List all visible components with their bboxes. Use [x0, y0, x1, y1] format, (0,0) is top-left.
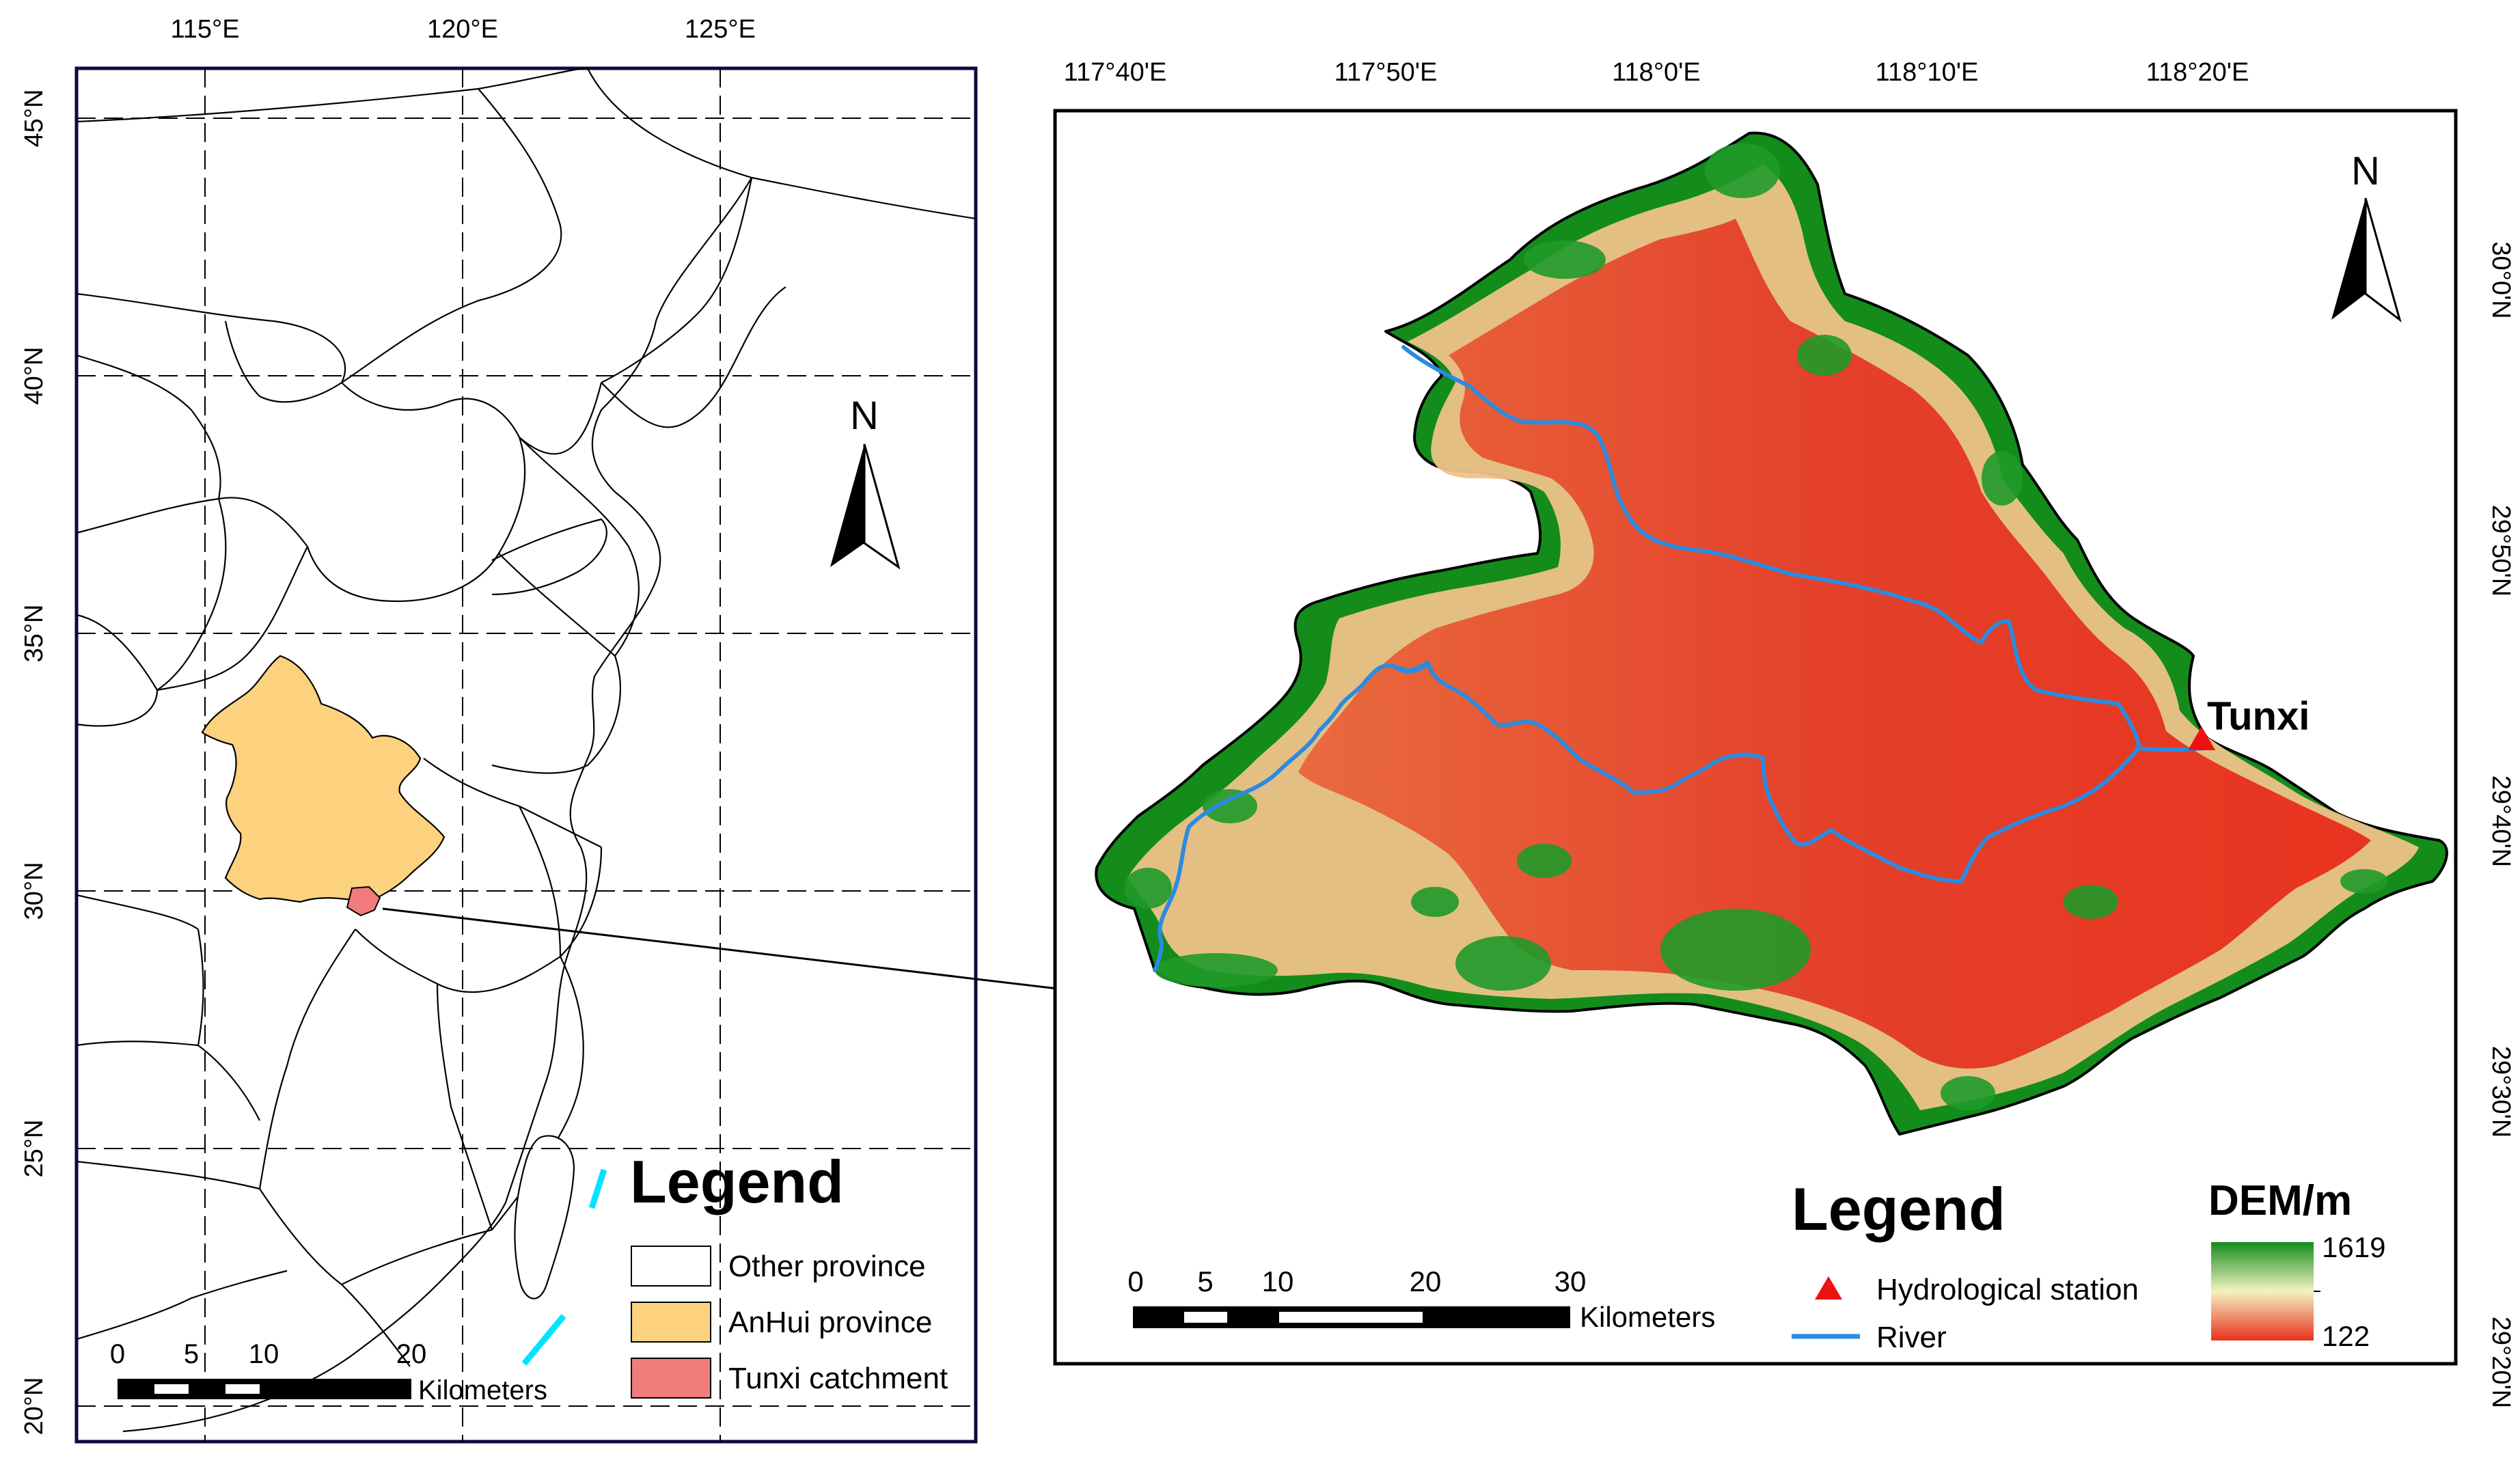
catchment-scale-tick: 10 [1262, 1265, 1294, 1297]
dem-min-label: 122 [2322, 1320, 2370, 1352]
catchment-lat-label: 29°30'N [2487, 1046, 2515, 1138]
catchment-scale-tick: 20 [1410, 1265, 1442, 1297]
catchment-scale-bar: 0 5 10 20 30 Kilometers [1127, 1265, 1715, 1333]
catchment-lon-label: 118°10'E [1876, 58, 1979, 87]
overview-lat-label: 45°N [20, 90, 49, 148]
catchment-legend: Legend Hydrological station River DEM/m … [1792, 1175, 2385, 1354]
coastline [122, 177, 752, 1433]
legend-swatch-tunxi [631, 1358, 711, 1399]
legend-swatch-other-province [631, 1246, 711, 1287]
anhui-province [201, 655, 446, 903]
overview-scale-unit: Kilometers [418, 1375, 547, 1405]
dem-color-ramp [2211, 1242, 2314, 1341]
overview-lat-label: 30°N [20, 862, 49, 920]
dem-legend-title: DEM/m [2208, 1177, 2352, 1224]
legend-label-other-province: Other province [728, 1250, 926, 1283]
overview-legend-title: Legend [630, 1148, 844, 1215]
river-network [1153, 345, 2209, 972]
catchment-lon-label: 117°50'E [1334, 58, 1438, 87]
catchment-lat-label: 29°20'N [2487, 1317, 2515, 1408]
catchment-scale-tick: 5 [1197, 1265, 1213, 1297]
south-sea-island-mark [588, 1168, 607, 1209]
overview-lon-label: 115°E [170, 15, 239, 44]
catchment-lat-label: 29°50'N [2487, 505, 2515, 596]
north-arrow-label: N [2351, 149, 2380, 193]
overview-scale-tick: 10 [249, 1339, 279, 1369]
south-sea-island-mark [521, 1314, 566, 1366]
overview-scale-tick: 5 [184, 1339, 199, 1369]
catchment-map: Tunxi 117°40'E 117°50'E 118°0'E 118°10'E… [1053, 58, 2515, 1408]
legend-swatch-anhui [631, 1302, 711, 1343]
catchment-scale-unit: Kilometers [1580, 1301, 1715, 1333]
overview-lat-label: 20°N [20, 1377, 49, 1435]
catchment-scale-tick: 30 [1555, 1265, 1587, 1297]
catchment-lon-label: 118°0'E [1612, 58, 1701, 87]
tunxi-catchment [346, 885, 381, 917]
legend-label-station: Hydrological station [1876, 1273, 2139, 1306]
overview-scale-tick: 20 [396, 1339, 427, 1369]
overview-scale-tick: 0 [110, 1339, 125, 1369]
zoom-connector-arrow [382, 907, 1123, 1004]
overview-lat-label: 35°N [20, 605, 49, 663]
catchment-lon-label: 118°20'E [2146, 58, 2249, 87]
liaodong-coast [601, 286, 786, 428]
overview-lat-label: 25°N [20, 1120, 49, 1178]
overview-lat-label: 40°N [20, 347, 49, 405]
station-label: Tunxi [2207, 694, 2310, 739]
dem-max-label: 1619 [2322, 1231, 2385, 1263]
overview-scale-bar: 0 5 10 20 Kilometers [110, 1339, 547, 1405]
legend-label-anhui: AnHui province [728, 1306, 932, 1339]
taiwan-island [514, 1135, 575, 1300]
catchment-lat-label: 29°40'N [2487, 775, 2515, 867]
graticule [77, 68, 976, 1442]
overview-lon-label: 125°E [685, 15, 756, 44]
legend-label-tunxi: Tunxi catchment [728, 1362, 948, 1395]
province-boundaries [77, 68, 976, 1367]
catchment-legend-title: Legend [1792, 1175, 2005, 1243]
catchment-scale-tick: 0 [1127, 1265, 1143, 1297]
catchment-lat-label: 30°0'N [2487, 241, 2515, 318]
dem-high-terrain [1124, 143, 2388, 1110]
catchment-lon-label: 117°40'E [1064, 58, 1167, 87]
overview-map: 115°E 120°E 125°E 45°N 40°N 35°N 30°N 25… [20, 15, 978, 1444]
north-arrow-icon: N [2331, 149, 2402, 322]
shandong-peninsula [491, 518, 607, 596]
overview-lon-label: 120°E [427, 15, 498, 44]
overview-legend: Legend Other province AnHui province Tun… [630, 1148, 948, 1399]
north-arrow-icon: N [830, 394, 901, 570]
legend-label-river: River [1876, 1321, 1947, 1354]
legend-station-icon [1815, 1276, 1842, 1300]
hydrological-station-icon [2188, 726, 2215, 750]
north-arrow-label: N [850, 394, 879, 438]
